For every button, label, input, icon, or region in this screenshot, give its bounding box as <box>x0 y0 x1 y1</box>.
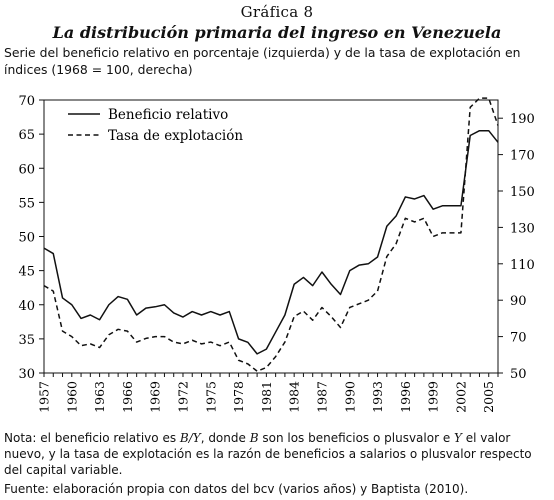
x-tick-label: 1972 <box>175 381 190 413</box>
x-tick-label: 1957 <box>37 381 52 413</box>
y-left-tick-label: 50 <box>18 231 35 246</box>
y-left-tick-label: 30 <box>18 367 35 382</box>
legend-label: Beneficio relativo <box>108 107 228 123</box>
y-right-tick-label: 50 <box>510 367 527 382</box>
x-tick-label: 1996 <box>398 381 413 413</box>
x-tick-label: 1960 <box>64 381 79 413</box>
y-right-tick-label: 190 <box>510 112 535 127</box>
y-right-tick-label: 130 <box>510 221 535 236</box>
y-right-tick-label: 110 <box>510 258 535 273</box>
line-chart: 30 35 40 45 50 55 60 65 70 50 70 90 110 130 150 170 190 1… <box>18 94 535 413</box>
y-left-tick-label: 55 <box>18 196 35 211</box>
note-part: son los beneficios o plusvalor e <box>258 431 455 445</box>
x-tick-label: 1999 <box>426 381 441 413</box>
y-left-tick-label: 65 <box>18 128 35 143</box>
x-tick-label: 2002 <box>453 381 468 413</box>
note-part: , donde <box>200 431 250 445</box>
y-right-tick-label: 150 <box>510 185 535 200</box>
y-right-tick-label: 70 <box>510 331 527 346</box>
y-left-tick-label: 40 <box>18 299 35 314</box>
figure-subtitle: Serie del beneficio relativo en porcenta… <box>4 45 521 77</box>
x-tick-label: 1975 <box>203 381 218 413</box>
note-part: B/Y <box>179 431 201 445</box>
note-part: Nota: el beneficio relativo es <box>4 431 180 445</box>
note-part: el valor nuevo, y la tasa de explotación… <box>4 431 532 477</box>
x-tick-label: 1963 <box>92 381 107 413</box>
x-tick-label: 1993 <box>370 381 385 413</box>
series-tasa-de-explotacion-line <box>43 97 499 372</box>
x-tick-label: 1966 <box>120 381 135 413</box>
y-left-tick-label: 45 <box>18 265 35 280</box>
note-part: Y <box>454 431 462 445</box>
x-tick-label: 1987 <box>314 381 329 413</box>
x-tick-label: 1978 <box>231 381 246 413</box>
x-tick-label: 1990 <box>342 381 357 413</box>
figure-source: Fuente: elaboración propia con datos del… <box>4 482 469 496</box>
y-left-tick-label: 70 <box>18 94 35 109</box>
x-tick-label: 1981 <box>259 381 274 413</box>
figure-label: Gráfica 8 <box>240 3 314 21</box>
x-tick-label: 2005 <box>481 381 496 413</box>
y-left-tick-label: 35 <box>18 333 35 348</box>
x-tick-label: 1984 <box>287 381 302 413</box>
x-tick-label: 1969 <box>148 381 163 413</box>
figure-title: La distribución primaria del ingreso en … <box>52 23 502 42</box>
series-beneficio-relativo-line <box>43 129 499 355</box>
y-right-tick-label: 90 <box>510 294 527 309</box>
figure-note: Nota: el beneficio relativo es B/Y, dond… <box>4 430 550 478</box>
y-left-tick-label: 60 <box>18 162 35 177</box>
note-part: B <box>249 431 259 445</box>
y-right-tick-label: 170 <box>510 149 535 164</box>
legend-label: Tasa de explotación <box>108 128 243 144</box>
